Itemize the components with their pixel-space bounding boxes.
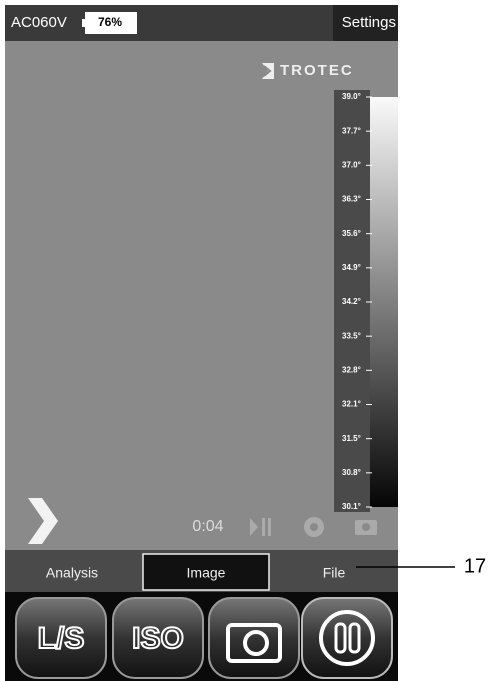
device-name: AC060V (11, 14, 67, 31)
callout-number: 17 (464, 555, 486, 577)
scale-label: 36.3° (342, 195, 361, 204)
color-scale (370, 97, 398, 507)
scale-label: 33.5° (342, 331, 361, 340)
tab-label[interactable]: Image (187, 565, 226, 581)
scale-label: 37.0° (342, 160, 361, 169)
scale-label: 34.9° (342, 263, 361, 272)
scale-label: 30.8° (342, 468, 361, 477)
scale-label: 39.0° (342, 92, 361, 101)
battery-level: 76% (98, 15, 122, 29)
snapshot-lens (362, 523, 370, 531)
battery-tip (82, 19, 85, 27)
button-label: ISO (132, 622, 184, 655)
logo: TROTEC (280, 62, 354, 79)
scale-label: 30.1° (342, 502, 361, 511)
tab-label[interactable]: Analysis (46, 565, 98, 581)
scale-label: 34.2° (342, 297, 361, 306)
scale-label: 32.8° (342, 365, 361, 374)
scale-label: 35.6° (342, 229, 361, 238)
pause-bar (262, 518, 265, 536)
tab-label[interactable]: File (323, 565, 346, 581)
scale-label: 32.1° (342, 400, 361, 409)
camera-button[interactable] (209, 598, 299, 678)
record-icon-inner (310, 523, 318, 531)
button-label: L/S (38, 622, 85, 655)
settings-label[interactable]: Settings (342, 14, 396, 31)
recording-time: 0:04 (192, 518, 223, 535)
screenshot: AC060V 76% Settings TROTEC 39.0° 37.7° 37.… (0, 0, 501, 681)
scale-label: 37.7° (342, 126, 361, 135)
scale-label: 31.5° (342, 434, 361, 443)
pause-bar (268, 518, 271, 536)
